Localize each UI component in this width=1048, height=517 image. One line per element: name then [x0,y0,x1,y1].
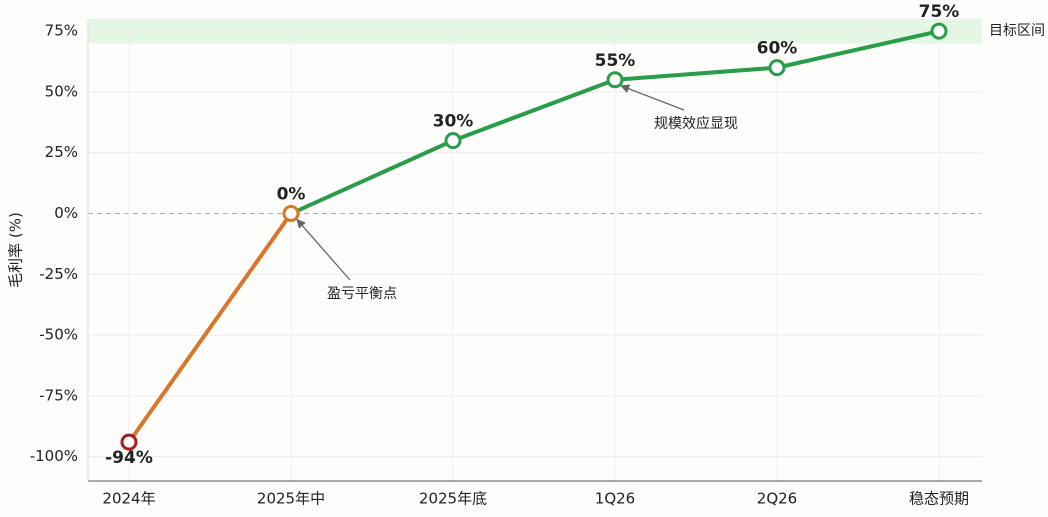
annotation: 盈亏平衡点 [327,286,397,302]
y-tick-label: 50% [45,82,78,100]
target-band-label: 目标区间 [989,23,1045,39]
data-point [768,59,786,77]
x-tick-label: 2025年中 [257,490,325,508]
value-label: 55% [595,51,636,71]
line-segment [127,211,293,445]
x-tick-label: 1Q26 [595,490,635,508]
y-tick-label: -25% [39,265,78,283]
x-tick-label: 稳态预期 [909,490,969,508]
line-segment [775,29,941,70]
data-point [282,205,300,223]
value-label: 75% [919,2,960,22]
y-tick-label: 0% [54,204,78,222]
data-point [444,132,462,150]
value-label: 30% [433,112,474,132]
annotation-arrow [620,84,685,111]
value-label: 0% [277,185,306,205]
x-tick-label: 2024年 [102,490,155,508]
line-segment [451,77,617,143]
value-label: 60% [757,39,798,59]
y-axis-label: 毛利率 (%) [7,212,25,288]
x-tick-label: 2025年底 [419,490,487,508]
y-tick-label: -100% [30,447,78,465]
value-label: -94% [105,448,153,468]
x-tick-label: 2Q26 [757,490,797,508]
y-tick-label: 75% [45,22,78,40]
data-point [120,433,138,451]
y-tick-label: -50% [39,326,78,344]
line-segment [289,138,455,216]
y-tick-label: 25% [45,143,78,161]
y-tick-label: -75% [39,386,78,404]
data-point [930,22,948,40]
data-point [606,71,624,89]
annotation-arrow [296,218,351,281]
annotation: 规模效应显现 [654,115,738,132]
line-segment [613,65,779,82]
